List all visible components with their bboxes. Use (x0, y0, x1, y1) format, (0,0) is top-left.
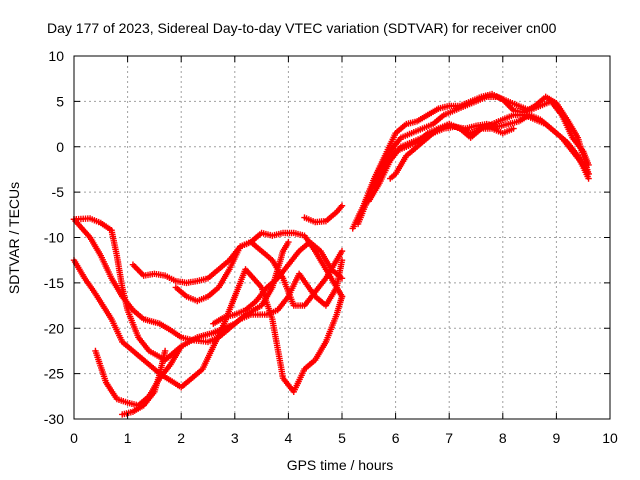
y-tick-label: 0 (56, 139, 64, 155)
data-series (70, 90, 592, 418)
series-marker-texture (211, 240, 344, 326)
series-marker-texture (388, 121, 515, 181)
y-tick-label: 5 (56, 93, 64, 109)
x-tick-label: 10 (602, 430, 618, 446)
x-axis-label: GPS time / hours (287, 457, 394, 473)
y-tick-label: -30 (44, 411, 64, 427)
x-tick-label: 8 (499, 430, 507, 446)
series-marker-texture (72, 217, 345, 345)
y-tick-label: -5 (52, 184, 65, 200)
series-marker-texture (355, 93, 591, 225)
x-tick-label: 1 (124, 430, 132, 446)
x-tick-label: 9 (553, 430, 561, 446)
series-day-9 (301, 202, 346, 226)
y-tick-label: -25 (44, 366, 64, 382)
x-tick-label: 7 (445, 430, 453, 446)
x-tick-label: 4 (285, 430, 293, 446)
series-day-6 (119, 347, 169, 418)
series-day-14 (387, 120, 517, 182)
x-tick-label: 3 (231, 430, 239, 446)
series-day-11 (354, 93, 592, 228)
axis-ticks: 0 1 2 3 4 5 6 7 8 9 10 -30 -25 -20 -15 -10 -5 0 5 10 (44, 48, 618, 446)
y-tick-label: -20 (44, 320, 64, 336)
series-day-7 (172, 238, 346, 309)
chart-title: Day 177 of 2023, Sidereal Day-to-day VTE… (47, 20, 557, 36)
y-tick-label: -10 (44, 230, 64, 246)
x-tick-label: 2 (177, 430, 185, 446)
y-axis-label: SDTVAR / TECUs (6, 182, 22, 294)
series-day-3 (70, 216, 346, 346)
series-marker-texture (121, 349, 168, 418)
x-tick-label: 0 (70, 430, 78, 446)
x-tick-label: 6 (392, 430, 400, 446)
y-tick-label: -15 (44, 275, 64, 291)
y-tick-label: 10 (48, 48, 64, 64)
series-marker-texture (303, 204, 344, 226)
grid (74, 56, 610, 419)
x-tick-label: 5 (338, 430, 346, 446)
series-day-8 (210, 238, 346, 327)
series-day-12 (365, 111, 592, 205)
